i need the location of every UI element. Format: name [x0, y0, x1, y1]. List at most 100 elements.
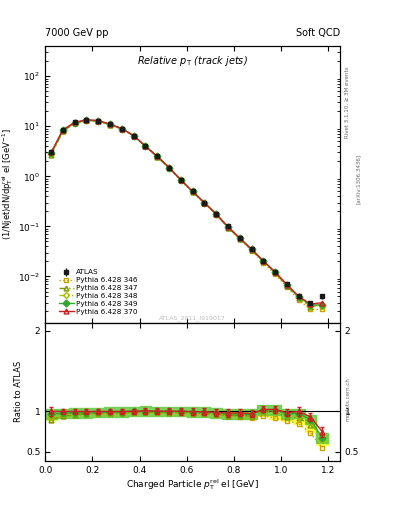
Pythia 6.428 348	[308, 303, 313, 309]
Pythia 6.428 348	[261, 258, 266, 264]
Pythia 6.428 346	[285, 284, 289, 290]
Pythia 6.428 348	[143, 143, 148, 150]
Pythia 6.428 348	[49, 151, 53, 157]
Pythia 6.428 346	[84, 118, 89, 124]
Pythia 6.428 346	[167, 165, 171, 171]
Pythia 6.428 348	[285, 282, 289, 288]
Pythia 6.428 349	[84, 117, 89, 123]
Pythia 6.428 346	[143, 143, 148, 150]
Pythia 6.428 370	[296, 293, 301, 300]
Text: Relative p$_\mathrm{T}$ (track jets): Relative p$_\mathrm{T}$ (track jets)	[137, 54, 248, 69]
Pythia 6.428 347	[285, 283, 289, 289]
Pythia 6.428 370	[61, 127, 65, 133]
Pythia 6.428 370	[285, 282, 289, 288]
Pythia 6.428 348	[202, 200, 207, 206]
Pythia 6.428 346	[49, 152, 53, 158]
Pythia 6.428 370	[226, 224, 230, 230]
Text: 7000 GeV pp: 7000 GeV pp	[45, 28, 109, 38]
Pythia 6.428 370	[214, 211, 219, 217]
Pythia 6.428 349	[190, 188, 195, 195]
Pythia 6.428 370	[84, 117, 89, 123]
Pythia 6.428 346	[108, 122, 112, 128]
Pythia 6.428 348	[96, 118, 101, 124]
Pythia 6.428 370	[155, 153, 160, 159]
Text: mcplots.cern.ch: mcplots.cern.ch	[345, 377, 350, 421]
X-axis label: Charged Particle $p^\mathrm{rel}_\mathrm{T}$ el [GeV]: Charged Particle $p^\mathrm{rel}_\mathrm…	[126, 477, 259, 493]
Pythia 6.428 348	[249, 246, 254, 252]
Pythia 6.428 349	[167, 164, 171, 170]
Pythia 6.428 349	[49, 150, 53, 156]
Pythia 6.428 346	[249, 247, 254, 253]
Line: Pythia 6.428 348: Pythia 6.428 348	[49, 118, 324, 308]
Pythia 6.428 347	[214, 211, 219, 218]
Pythia 6.428 347	[96, 118, 101, 124]
Pythia 6.428 347	[320, 301, 325, 307]
Pythia 6.428 348	[72, 120, 77, 126]
Pythia 6.428 348	[296, 294, 301, 301]
Pythia 6.428 348	[155, 154, 160, 160]
Pythia 6.428 349	[131, 133, 136, 139]
Pythia 6.428 348	[320, 303, 325, 309]
Pythia 6.428 370	[131, 133, 136, 139]
Pythia 6.428 346	[178, 177, 183, 183]
Pythia 6.428 348	[119, 126, 124, 132]
Pythia 6.428 346	[226, 225, 230, 231]
Pythia 6.428 348	[167, 164, 171, 170]
Pythia 6.428 349	[96, 118, 101, 124]
Pythia 6.428 349	[320, 302, 325, 308]
Pythia 6.428 349	[237, 235, 242, 241]
Pythia 6.428 347	[131, 133, 136, 139]
Text: Soft QCD: Soft QCD	[296, 28, 340, 38]
Line: Pythia 6.428 347: Pythia 6.428 347	[49, 118, 325, 309]
Pythia 6.428 346	[119, 126, 124, 132]
Pythia 6.428 347	[249, 247, 254, 253]
Pythia 6.428 347	[143, 143, 148, 150]
Pythia 6.428 347	[119, 126, 124, 132]
Pythia 6.428 370	[96, 118, 101, 124]
Pythia 6.428 348	[214, 211, 219, 217]
Text: [arXiv:1306.3436]: [arXiv:1306.3436]	[356, 154, 361, 204]
Pythia 6.428 370	[72, 119, 77, 125]
Pythia 6.428 349	[202, 200, 207, 206]
Pythia 6.428 347	[84, 117, 89, 123]
Pythia 6.428 349	[285, 282, 289, 288]
Pythia 6.428 349	[214, 211, 219, 217]
Pythia 6.428 348	[226, 224, 230, 230]
Line: Pythia 6.428 370: Pythia 6.428 370	[49, 117, 325, 307]
Pythia 6.428 370	[143, 143, 148, 149]
Pythia 6.428 347	[167, 165, 171, 171]
Pythia 6.428 370	[178, 177, 183, 183]
Pythia 6.428 349	[119, 125, 124, 132]
Pythia 6.428 346	[308, 306, 313, 312]
Pythia 6.428 370	[190, 188, 195, 195]
Pythia 6.428 348	[178, 177, 183, 183]
Pythia 6.428 347	[49, 152, 53, 158]
Pythia 6.428 346	[214, 211, 219, 218]
Line: Pythia 6.428 349: Pythia 6.428 349	[49, 118, 325, 307]
Pythia 6.428 370	[308, 301, 313, 307]
Pythia 6.428 346	[320, 306, 325, 312]
Pythia 6.428 347	[190, 189, 195, 195]
Pythia 6.428 347	[178, 177, 183, 183]
Pythia 6.428 370	[119, 125, 124, 132]
Pythia 6.428 346	[131, 133, 136, 139]
Pythia 6.428 348	[84, 117, 89, 123]
Pythia 6.428 348	[108, 121, 112, 127]
Pythia 6.428 370	[202, 200, 207, 206]
Pythia 6.428 349	[296, 294, 301, 300]
Pythia 6.428 349	[261, 258, 266, 264]
Text: Rivet 3.1.10, ≥ 3M events: Rivet 3.1.10, ≥ 3M events	[345, 67, 350, 138]
Pythia 6.428 347	[261, 259, 266, 265]
Y-axis label: Ratio to ATLAS: Ratio to ATLAS	[14, 361, 23, 422]
Pythia 6.428 349	[143, 143, 148, 149]
Pythia 6.428 370	[249, 246, 254, 252]
Pythia 6.428 370	[273, 269, 277, 275]
Pythia 6.428 370	[237, 235, 242, 241]
Pythia 6.428 347	[72, 120, 77, 126]
Text: ATLAS_2011_I919017: ATLAS_2011_I919017	[159, 315, 226, 321]
Pythia 6.428 346	[296, 297, 301, 303]
Pythia 6.428 346	[237, 236, 242, 242]
Pythia 6.428 347	[273, 269, 277, 275]
Line: Pythia 6.428 346: Pythia 6.428 346	[49, 118, 325, 312]
Pythia 6.428 348	[273, 269, 277, 275]
